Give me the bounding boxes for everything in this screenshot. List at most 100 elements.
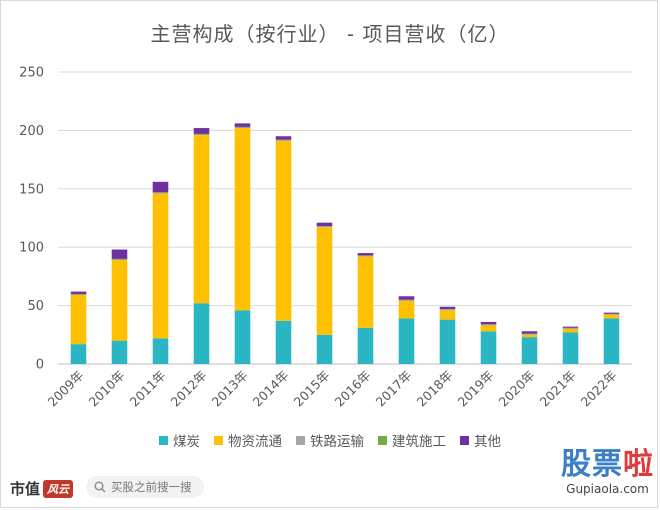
x-tick-label: 2009年 [45, 368, 87, 410]
bar-segment [234, 126, 251, 128]
x-tick-label: 2011年 [127, 368, 169, 410]
x-tick-label: 2017年 [373, 368, 415, 410]
bar-segment [439, 309, 456, 311]
footer: 市值 风云 买股之前搜一搜 股票啦 Gupiaola.com [0, 448, 660, 508]
bar-segment [480, 325, 497, 332]
legend-swatch [460, 435, 469, 445]
bar-segment [111, 249, 128, 259]
legend-label: 煤炭 [173, 434, 200, 450]
bar-segment [152, 192, 169, 193]
bar-segment [480, 321, 497, 325]
bar-segment [152, 193, 169, 339]
bar-segment [603, 314, 620, 319]
y-tick-label: 200 [19, 124, 44, 139]
bar-segment [111, 258, 128, 260]
bar-segment [357, 256, 374, 328]
bar-segment [111, 260, 128, 341]
brand-name: 市值 [10, 480, 41, 498]
bar-segment [439, 319, 456, 364]
y-tick-label: 250 [19, 66, 44, 81]
bar-segment [316, 226, 333, 227]
bar-segment [439, 310, 456, 320]
legend-swatch [378, 435, 387, 445]
legend-swatch [159, 435, 168, 445]
x-tick-label: 2018年 [414, 368, 456, 410]
legend-label: 其他 [474, 434, 501, 450]
x-tick-label: 2019年 [455, 368, 497, 410]
corner-logo-part1: 股票 [561, 447, 623, 482]
grid-lines [58, 71, 632, 365]
bar-segment [562, 326, 579, 328]
x-tick-label: 2021年 [537, 368, 579, 410]
bar-segment [275, 140, 292, 141]
bar-segment [521, 337, 538, 364]
bar-segment [603, 312, 620, 314]
chart-title: 主营构成（按行业） - 项目营收（亿） [150, 22, 510, 46]
bar-segment [234, 123, 251, 127]
bar-segment [316, 227, 333, 335]
bar-segment [70, 293, 87, 295]
bar-segment [275, 320, 292, 364]
y-tick-label: 150 [19, 182, 44, 197]
corner-logo-text: 股票啦 [561, 448, 654, 482]
x-tick-label: 2016年 [332, 368, 374, 410]
bar-segment [152, 338, 169, 364]
bar-segment [562, 332, 579, 364]
legend-swatch [214, 435, 223, 445]
search-input[interactable]: 买股之前搜一搜 [86, 476, 204, 498]
x-tick-label: 2022年 [578, 368, 620, 410]
bar-segment [398, 300, 415, 319]
bar-segment [70, 344, 87, 364]
legend-item: 其他 [460, 430, 501, 450]
y-tick-label: 100 [19, 241, 44, 256]
legend-item: 铁路运输 [296, 430, 364, 450]
bar-segment [234, 310, 251, 364]
bar-segment [275, 136, 292, 140]
legend-swatch [296, 435, 305, 445]
x-tick-label: 2013年 [209, 368, 251, 410]
bar-segment [70, 295, 87, 345]
bars [70, 123, 620, 364]
bar-segment [193, 133, 210, 135]
bar-segment [398, 299, 415, 301]
x-tick-label: 2012年 [168, 368, 210, 410]
legend: 煤炭 物资流通 铁路运输 建筑施工 其他 [0, 430, 660, 450]
bar-segment [193, 134, 210, 136]
bar-segment [193, 128, 210, 134]
bar-segment [275, 139, 292, 141]
bar-segment [562, 327, 579, 329]
bar-segment [521, 331, 538, 334]
bar-segment [521, 334, 538, 335]
legend-item: 建筑施工 [378, 430, 446, 450]
bar-segment [111, 340, 128, 364]
y-axis-ticks: 0 50 100 150 200 250 [19, 66, 44, 373]
corner-logo-url: Gupiaola.com [566, 482, 649, 496]
chart-plot: 0 50 100 150 200 250 2009年 2010年 2011年 2012年 2013… [19, 66, 632, 410]
bar-segment [234, 127, 251, 129]
bar-segment [357, 255, 374, 256]
bar-segment [603, 314, 620, 315]
y-tick-label: 50 [27, 299, 44, 314]
legend-label: 铁路运输 [310, 434, 364, 450]
x-axis-ticks: 2009年 2010年 2011年 2012年 2013年 2014年 2015年 2016年… [45, 368, 620, 410]
search-placeholder: 买股之前搜一搜 [111, 480, 192, 494]
x-tick-label: 2020年 [496, 368, 538, 410]
bar-segment [152, 181, 169, 193]
bar-segment [398, 300, 415, 301]
x-tick-label: 2010年 [86, 368, 128, 410]
bar-segment [439, 309, 456, 310]
bar-segment [439, 306, 456, 310]
bar-segment [316, 226, 333, 228]
bar-segment [316, 222, 333, 227]
bar-segment [70, 291, 87, 294]
bar-segment [316, 334, 333, 364]
bar-segment [480, 324, 497, 326]
bar-segment [275, 140, 292, 321]
brand-logo: 市值 风云 [10, 478, 74, 499]
x-tick-label: 2015年 [291, 368, 333, 410]
bar-segment [357, 327, 374, 364]
bar-segment [234, 128, 251, 311]
search-icon [94, 481, 106, 493]
x-tick-label: 2014年 [250, 368, 292, 410]
